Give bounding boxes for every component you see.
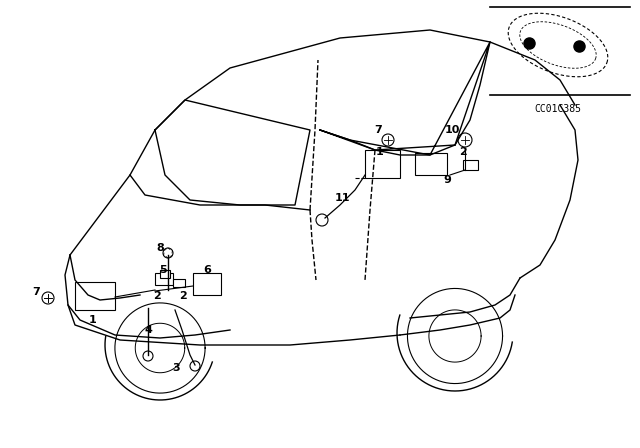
- Bar: [75, 282, 115, 310]
- Text: 3: 3: [172, 363, 180, 373]
- Text: 11: 11: [334, 193, 349, 203]
- Circle shape: [316, 214, 328, 226]
- Text: 2: 2: [153, 291, 161, 301]
- Circle shape: [42, 292, 54, 304]
- Bar: [160, 270, 170, 278]
- Text: 7: 7: [32, 287, 40, 297]
- Circle shape: [458, 133, 472, 147]
- Text: 7: 7: [374, 125, 382, 135]
- Text: 8: 8: [156, 243, 164, 253]
- Circle shape: [163, 248, 173, 258]
- Circle shape: [143, 351, 153, 361]
- Text: 1: 1: [89, 315, 97, 325]
- Bar: [365, 150, 400, 178]
- Text: 4: 4: [144, 325, 152, 335]
- Circle shape: [382, 134, 394, 146]
- Text: CC01C385: CC01C385: [534, 104, 582, 114]
- Bar: [415, 153, 447, 175]
- Text: 9: 9: [443, 175, 451, 185]
- Circle shape: [190, 361, 200, 371]
- Text: 2: 2: [179, 291, 187, 301]
- Bar: [155, 273, 173, 285]
- Text: 2: 2: [459, 147, 467, 157]
- Text: 6: 6: [203, 265, 211, 275]
- Bar: [193, 273, 221, 295]
- Text: 10: 10: [444, 125, 460, 135]
- Text: 5: 5: [159, 265, 167, 275]
- Bar: [173, 279, 185, 287]
- Text: 1: 1: [376, 147, 384, 157]
- Bar: [463, 160, 478, 170]
